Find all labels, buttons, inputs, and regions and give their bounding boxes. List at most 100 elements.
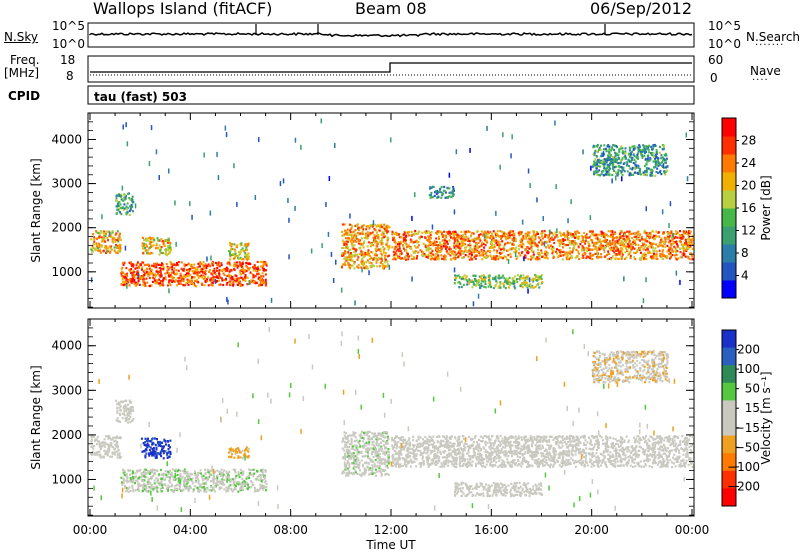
data-cell — [242, 271, 245, 274]
data-cell — [366, 259, 369, 262]
data-cell — [238, 261, 241, 264]
data-cell — [178, 260, 180, 264]
data-cell — [461, 242, 464, 245]
data-cell — [182, 277, 185, 281]
data-cell — [472, 283, 475, 286]
data-cell — [427, 249, 430, 252]
data-cell — [524, 232, 527, 235]
data-cell — [642, 298, 645, 304]
data-cell — [229, 251, 231, 254]
data-cell — [386, 224, 389, 227]
data-cell — [599, 174, 601, 177]
data-cell — [611, 148, 614, 151]
data-cell — [507, 258, 510, 264]
data-cell — [384, 254, 387, 257]
data-cell — [172, 279, 175, 282]
data-cell — [118, 207, 121, 210]
data-cell — [203, 270, 206, 273]
data-cell — [587, 247, 590, 250]
data-cell — [231, 243, 234, 246]
data-cell — [217, 269, 220, 272]
data-cell — [116, 239, 119, 242]
beam-label: Beam 08 — [355, 0, 427, 18]
data-cell — [113, 238, 116, 241]
data-cell — [363, 262, 365, 265]
data-cell — [419, 237, 422, 240]
data-cell — [381, 254, 384, 257]
data-cell — [136, 480, 139, 483]
data-cell — [115, 199, 118, 202]
data-cell — [455, 244, 458, 247]
data-cell — [352, 236, 355, 239]
data-cell — [535, 258, 538, 261]
data-cell — [456, 236, 459, 239]
data-cell — [100, 231, 103, 234]
data-cell — [180, 282, 183, 285]
data-cell — [188, 268, 191, 271]
data-cell — [450, 258, 452, 261]
data-cell — [579, 243, 582, 246]
data-cell — [403, 236, 406, 239]
data-cell — [636, 237, 639, 241]
data-cell — [497, 286, 500, 289]
data-cell — [493, 245, 496, 249]
data-cell — [429, 187, 431, 190]
data-cell — [606, 239, 608, 242]
data-cell — [384, 225, 387, 228]
data-cell — [629, 151, 632, 154]
data-cell — [346, 232, 349, 235]
data-cell — [367, 224, 370, 228]
data-cell — [453, 230, 456, 233]
data-cell — [354, 300, 356, 306]
data-cell — [142, 278, 144, 281]
data-cell — [466, 280, 469, 283]
data-cell — [216, 482, 219, 485]
data-cell — [493, 257, 496, 260]
data-cell — [622, 241, 625, 244]
data-cell — [652, 160, 655, 163]
data-cell — [349, 255, 352, 258]
data-cell — [504, 280, 507, 283]
data-cell — [571, 256, 573, 259]
data-cell — [625, 164, 628, 167]
data-cell — [529, 238, 532, 241]
data-cell — [357, 264, 360, 267]
data-cell — [680, 241, 682, 244]
data-cell — [169, 260, 172, 264]
data-cell — [541, 281, 544, 284]
data-cell — [528, 284, 531, 288]
data-cell — [288, 254, 290, 260]
data-cell — [118, 194, 121, 197]
data-cell — [441, 257, 443, 260]
data-cell — [196, 271, 199, 274]
data-cell — [132, 481, 135, 484]
data-cell — [382, 236, 385, 239]
data-cell — [264, 269, 267, 272]
data-cell — [162, 252, 165, 255]
data-cell — [103, 443, 106, 447]
data-cell — [227, 473, 230, 476]
date-label: 06/Sep/2012 — [590, 0, 693, 18]
data-cell — [605, 149, 608, 152]
data-cell — [246, 283, 249, 286]
data-cell — [163, 277, 166, 280]
data-cell — [265, 483, 268, 486]
data-cell — [358, 246, 361, 249]
data-cell — [619, 236, 622, 239]
data-cell — [237, 471, 240, 474]
data-cell — [526, 277, 528, 281]
data-cell — [103, 237, 106, 241]
data-cell — [160, 264, 163, 267]
data-cell — [369, 265, 372, 268]
data-cell — [550, 244, 553, 247]
data-cell — [341, 234, 344, 237]
data-cell — [562, 254, 565, 257]
data-cell — [563, 233, 565, 236]
data-cell — [680, 234, 683, 237]
data-cell — [478, 237, 481, 240]
data-cell — [421, 253, 423, 256]
data-cell — [654, 164, 657, 167]
data-cell — [192, 266, 195, 269]
data-cell — [596, 254, 599, 257]
data-cell — [610, 158, 613, 161]
